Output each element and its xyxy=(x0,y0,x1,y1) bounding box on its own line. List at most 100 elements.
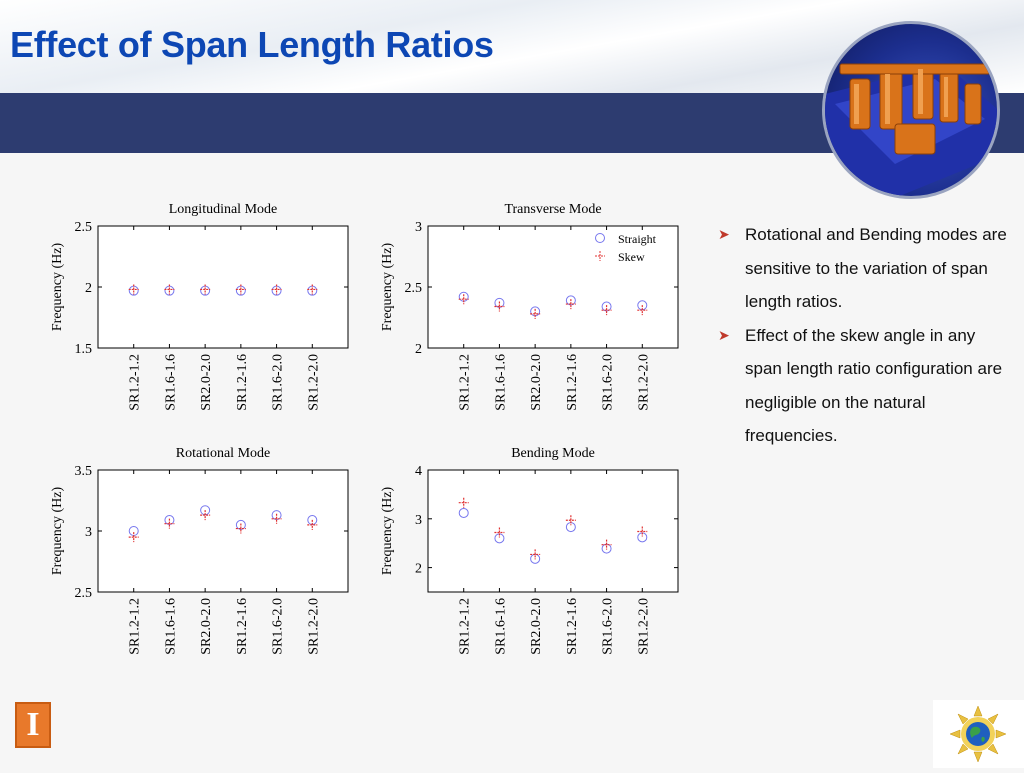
skew-point xyxy=(637,305,648,316)
chart-title: Transverse Mode xyxy=(504,202,601,217)
earth-logo-box xyxy=(933,700,1024,768)
shake-table-picture xyxy=(822,21,1000,199)
straight-point xyxy=(271,510,282,521)
bullet-item-1: ➤ Rotational and Bending modes are sensi… xyxy=(718,218,1008,319)
skew-point xyxy=(530,549,541,560)
y-tick-label: 2.5 xyxy=(75,586,93,601)
x-tick-label: SR2.0-2.0 xyxy=(529,354,544,411)
legend-skew-label: Skew xyxy=(618,250,645,264)
y-tick-label: 2 xyxy=(415,562,422,577)
x-tick-label: SR2.0-2.0 xyxy=(199,354,214,411)
straight-point xyxy=(164,515,175,526)
chart-4: Bending Mode Frequency (Hz) 2 3 4 SR1.2-1.2 SR… xyxy=(380,446,679,655)
plot-frame xyxy=(427,469,679,593)
logo-letter: I xyxy=(26,706,40,743)
x-tick-label: SR1.6-1.6 xyxy=(163,354,178,411)
x-tick-label: SR1.6-1.6 xyxy=(493,598,508,655)
y-tick-label: 2 xyxy=(415,342,422,357)
chart-title: Longitudinal Mode xyxy=(169,202,278,217)
skew-point xyxy=(128,532,139,543)
y-tick-label: 2.5 xyxy=(405,281,423,296)
y-axis-label: Frequency (Hz) xyxy=(380,243,395,332)
skew-point xyxy=(601,305,612,316)
skew-point xyxy=(601,539,612,550)
y-tick-label: 3 xyxy=(85,525,92,540)
y-tick-label: 3 xyxy=(415,513,422,528)
x-tick-label: SR1.2-1.2 xyxy=(458,354,473,411)
x-tick-label: SR1.2-2.0 xyxy=(636,354,651,411)
x-tick-label: SR1.2-1.6 xyxy=(565,354,580,411)
skew-point xyxy=(271,284,282,295)
chart-title: Rotational Mode xyxy=(176,446,271,461)
skew-point xyxy=(200,510,211,521)
y-axis-label: Frequency (Hz) xyxy=(50,243,65,332)
x-tick-label: SR2.0-2.0 xyxy=(199,598,214,655)
x-tick-label: SR1.6-2.0 xyxy=(271,598,286,655)
skew-point xyxy=(128,284,139,295)
slide-title: Effect of Span Length Ratios xyxy=(10,24,494,65)
plot-frame xyxy=(97,225,349,349)
bullet-text-1: Rotational and Bending modes are sensiti… xyxy=(745,225,1007,311)
x-tick-label: SR1.2-2.0 xyxy=(306,598,321,655)
skew-point xyxy=(271,513,282,524)
y-tick-label: 3 xyxy=(415,220,422,235)
x-tick-label: SR1.6-1.6 xyxy=(163,598,178,655)
x-tick-label: SR1.6-2.0 xyxy=(601,598,616,655)
skew-point xyxy=(458,294,469,305)
skew-point xyxy=(565,515,576,526)
chart-title: Bending Mode xyxy=(511,446,595,461)
straight-point xyxy=(494,297,505,308)
skew-point xyxy=(200,284,211,295)
x-tick-label: SR1.2-1.6 xyxy=(565,598,580,655)
straight-point xyxy=(235,519,246,530)
y-tick-label: 2 xyxy=(85,281,92,296)
skew-point xyxy=(164,284,175,295)
y-axis-label: Frequency (Hz) xyxy=(50,487,65,576)
skew-point xyxy=(494,527,505,538)
skew-point xyxy=(637,526,648,537)
bullet-text-2: Effect of the skew angle in any span len… xyxy=(745,325,1003,446)
x-tick-label: SR1.2-1.2 xyxy=(128,598,143,655)
x-tick-label: SR1.6-2.0 xyxy=(601,354,616,411)
x-tick-label: SR1.2-1.6 xyxy=(235,598,250,655)
arrow-bullet-icon: ➤ xyxy=(718,226,730,242)
y-tick-label: 4 xyxy=(415,464,422,479)
chart-2: Transverse Mode Frequency (Hz) 2 2.5 3 SR1.2-… xyxy=(380,202,679,411)
skew-point xyxy=(235,284,246,295)
legend-straight-label: Straight xyxy=(618,232,657,246)
skew-point xyxy=(307,284,318,295)
shake-table-illustration xyxy=(825,63,997,196)
globe-icon xyxy=(949,705,1007,763)
x-tick-label: SR1.2-1.2 xyxy=(128,354,143,411)
skew-point xyxy=(530,308,541,319)
x-tick-label: SR1.2-1.6 xyxy=(235,354,250,411)
straight-point xyxy=(601,301,612,312)
university-logo: I xyxy=(15,702,51,748)
skew-point xyxy=(307,519,318,530)
chart-3: Rotational Mode Frequency (Hz) 2.5 3 3.5 SR1.… xyxy=(50,446,349,655)
arrow-bullet-icon: ➤ xyxy=(718,326,730,343)
x-tick-label: SR1.2-2.0 xyxy=(636,598,651,655)
x-tick-label: SR1.2-2.0 xyxy=(306,354,321,411)
x-tick-label: SR1.6-1.6 xyxy=(493,354,508,411)
skew-point xyxy=(235,523,246,534)
straight-point xyxy=(458,507,469,518)
x-tick-label: SR1.6-2.0 xyxy=(271,354,286,411)
y-axis-label: Frequency (Hz) xyxy=(380,487,395,576)
skew-point xyxy=(458,497,469,508)
skew-point xyxy=(565,299,576,310)
y-tick-label: 1.5 xyxy=(75,342,93,357)
legend-skew-marker xyxy=(595,251,605,261)
legend-straight-marker xyxy=(595,233,605,243)
plot-frame xyxy=(427,225,679,349)
x-tick-label: SR1.2-1.2 xyxy=(458,598,473,655)
y-tick-label: 2.5 xyxy=(75,220,93,235)
y-tick-label: 3.5 xyxy=(75,464,93,479)
chart-legend: Straight Skew xyxy=(595,232,657,264)
chart-1: Longitudinal Mode Frequency (Hz) 1.5 2 2.5 SR… xyxy=(50,202,349,411)
x-tick-label: SR2.0-2.0 xyxy=(529,598,544,655)
bullet-item-2: ➤ Effect of the skew angle in any span l… xyxy=(718,319,1008,453)
skew-point xyxy=(164,518,175,529)
skew-point xyxy=(494,301,505,312)
